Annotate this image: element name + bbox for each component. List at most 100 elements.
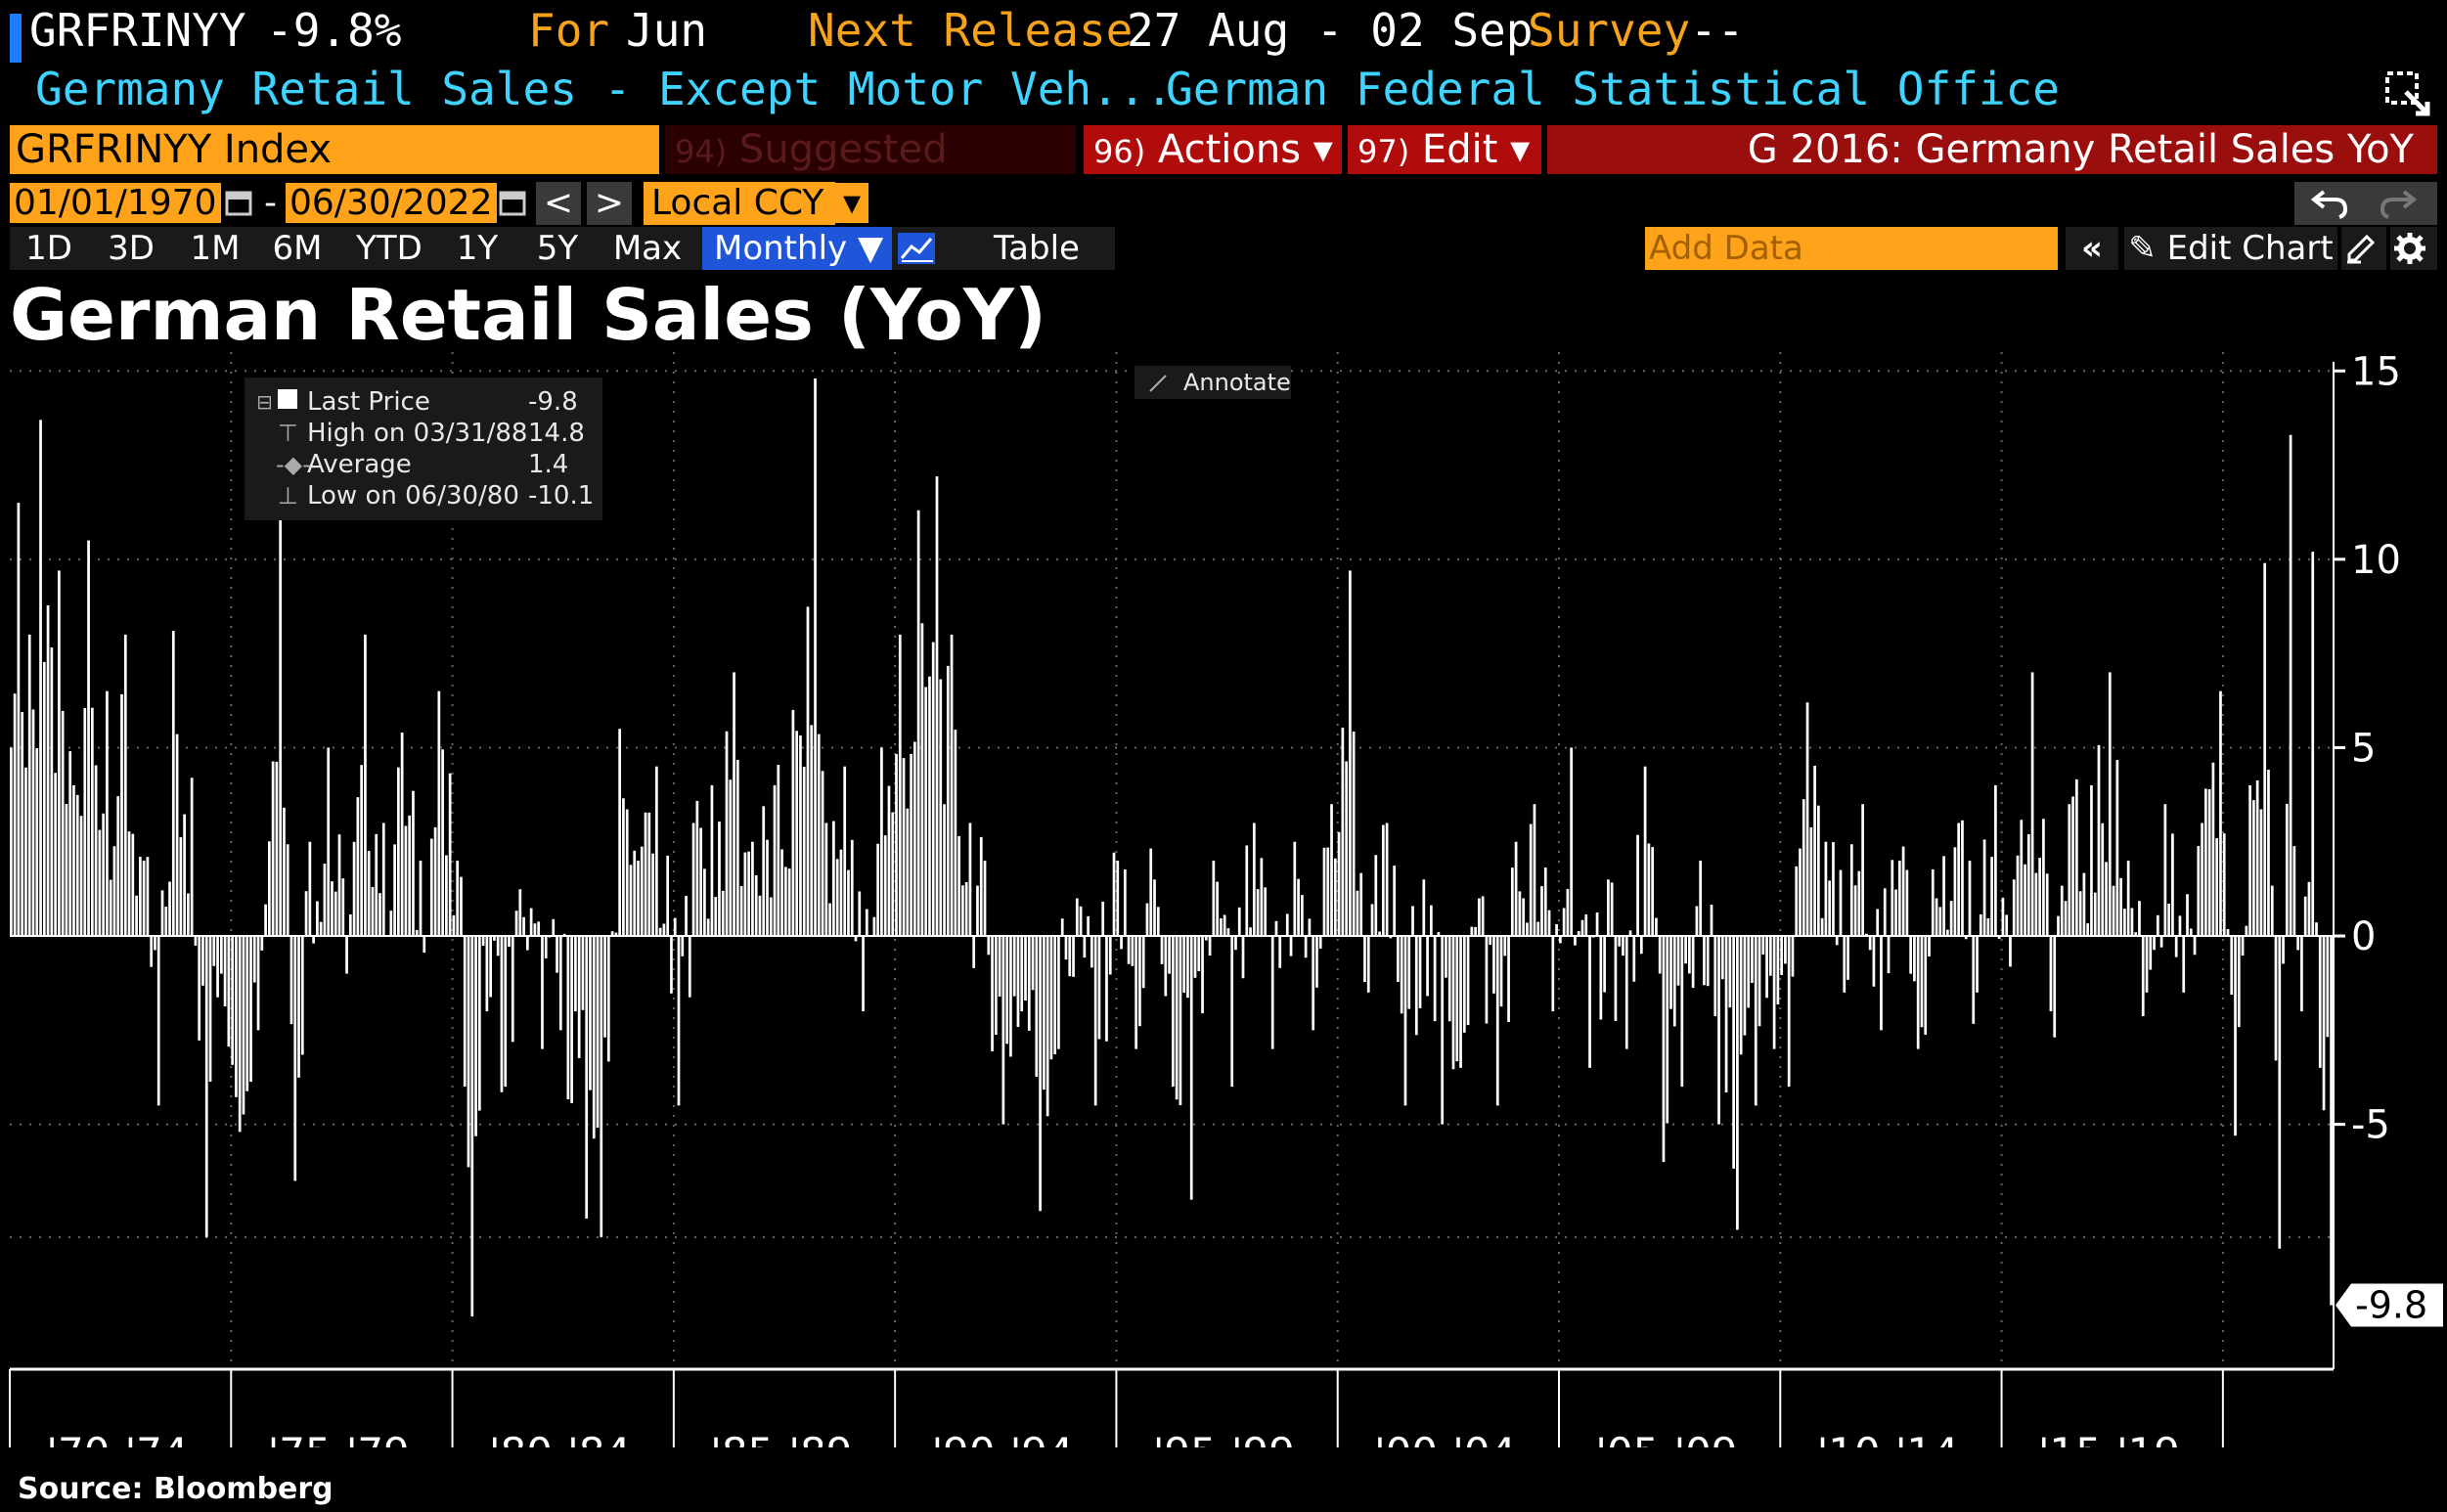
- chart-type-icon[interactable]: [892, 227, 943, 270]
- bar: [1411, 906, 1414, 937]
- legend-last-price-label: Last Price: [307, 387, 430, 417]
- bar: [1182, 936, 1186, 994]
- calendar-icon[interactable]: [225, 188, 252, 221]
- suggested-number: 94): [675, 133, 728, 170]
- bar: [42, 661, 46, 937]
- bar: [1093, 936, 1097, 1106]
- redo-icon[interactable]: [2379, 186, 2418, 230]
- bar: [640, 846, 644, 937]
- bar: [865, 909, 868, 937]
- bar: [1976, 936, 1979, 993]
- bar: [146, 857, 150, 937]
- timeframe-3d[interactable]: 3D: [102, 227, 160, 270]
- bar: [1226, 928, 1230, 937]
- bar: [1924, 936, 1928, 1035]
- bar: [1337, 831, 1341, 937]
- bar: [1562, 908, 1566, 937]
- x-tick-label: '10-'14: [1817, 1429, 1959, 1447]
- bar: [2282, 936, 2285, 964]
- bar: [1610, 882, 1614, 937]
- bar: [622, 798, 625, 937]
- end-date[interactable]: 06/30/2022: [286, 183, 497, 223]
- bar: [533, 923, 537, 937]
- chart-name-field[interactable]: G 2016: Germany Retail Sales YoY: [1547, 125, 2437, 174]
- bar: [2201, 823, 2203, 937]
- bar: [1669, 936, 1672, 1009]
- bar: [644, 812, 647, 937]
- timeframe-max[interactable]: Max: [608, 227, 687, 270]
- currency-caret[interactable]: ▾: [835, 183, 869, 223]
- edit-button[interactable]: 97) Edit ▾: [1348, 125, 1541, 174]
- bar: [562, 933, 566, 937]
- timeframe-1d[interactable]: 1D: [20, 227, 78, 270]
- bar: [1658, 936, 1662, 974]
- bar: [98, 829, 102, 937]
- timeframe-6m[interactable]: 6M: [266, 227, 329, 270]
- edit-number: 97): [1357, 133, 1410, 170]
- bar: [1293, 841, 1297, 937]
- table-button[interactable]: Table: [958, 227, 1115, 270]
- bar: [2159, 936, 2163, 948]
- bar: [39, 420, 42, 937]
- suggested-charts-button[interactable]: 94) Suggested Charts: [665, 125, 1076, 223]
- bar: [2038, 858, 2042, 937]
- frequency-select[interactable]: Monthly ▼: [702, 227, 896, 270]
- calendar-icon[interactable]: [499, 188, 526, 221]
- bar: [1820, 917, 1824, 937]
- popout-icon[interactable]: [2384, 70, 2433, 123]
- end-date-field[interactable]: 06/30/2022: [286, 182, 497, 225]
- bar: [1160, 936, 1164, 964]
- bar: [283, 807, 286, 937]
- add-data-input[interactable]: Add Data: [1645, 227, 2058, 270]
- collapse-button[interactable]: «: [2066, 227, 2118, 270]
- bar: [1713, 936, 1717, 1017]
- bar: [102, 813, 106, 937]
- bar: [1761, 936, 1765, 955]
- bar: [1857, 870, 1861, 937]
- legend-collapse-icon[interactable]: ⊟: [256, 390, 273, 414]
- bar: [1942, 856, 1945, 937]
- bar: [1116, 861, 1120, 937]
- bar: [1728, 936, 1732, 1008]
- bar: [1349, 570, 1352, 937]
- annotate-button[interactable]: Annotate: [1135, 366, 1291, 399]
- gear-icon[interactable]: [2390, 227, 2437, 270]
- ticker-input[interactable]: GRFRINYY Index: [10, 125, 659, 174]
- bar: [1861, 804, 1864, 937]
- timeframe-1m[interactable]: 1M: [184, 227, 246, 270]
- bar: [972, 936, 976, 968]
- actions-button[interactable]: 96) Actions ▾: [1084, 125, 1342, 174]
- bar: [1543, 867, 1547, 937]
- bar: [1817, 805, 1820, 937]
- bar: [1710, 905, 1713, 937]
- next-period-button[interactable]: >: [587, 182, 632, 225]
- bar: [1872, 936, 1876, 987]
- bar: [2219, 690, 2222, 937]
- timeframe-5y[interactable]: 5Y: [528, 227, 587, 270]
- undo-icon[interactable]: [2310, 186, 2349, 230]
- bar: [1651, 847, 1655, 937]
- bar: [1197, 936, 1201, 972]
- bar: [2134, 932, 2138, 937]
- start-date[interactable]: 01/01/1970: [10, 183, 221, 223]
- bar: [61, 710, 65, 937]
- bar: [2093, 892, 2097, 937]
- start-date-field[interactable]: 01/01/1970: [10, 182, 221, 225]
- currency-value[interactable]: Local CCY: [644, 182, 835, 225]
- bar: [1599, 936, 1603, 1020]
- currency-select[interactable]: Local CCY ▾: [644, 182, 869, 225]
- bar: [1784, 936, 1787, 964]
- bar: [467, 936, 470, 1168]
- bar: [1145, 903, 1149, 937]
- timeframe-1y[interactable]: 1Y: [448, 227, 507, 270]
- timeframe-ytd[interactable]: YTD: [350, 227, 428, 270]
- bar: [1577, 931, 1580, 937]
- edit-pen-icon[interactable]: [2341, 227, 2386, 270]
- bar: [1865, 933, 1868, 937]
- bar: [1880, 936, 1883, 1031]
- prev-period-button[interactable]: <: [536, 182, 581, 225]
- bar: [1131, 936, 1135, 966]
- bar: [24, 767, 27, 937]
- edit-chart-button[interactable]: ✎ Edit Chart: [2124, 227, 2337, 270]
- bar: [460, 876, 463, 937]
